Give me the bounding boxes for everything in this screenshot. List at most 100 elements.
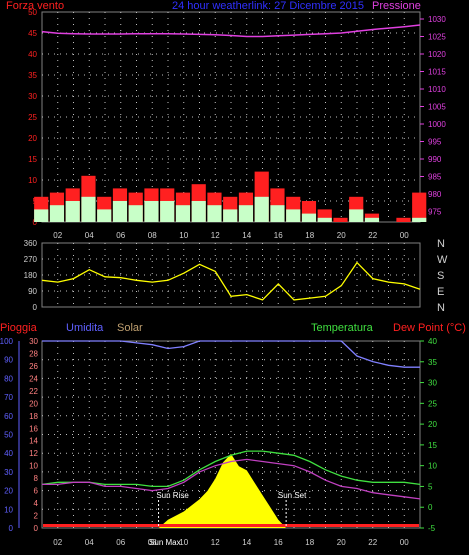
humidity-tick-label: 4 — [34, 499, 39, 508]
humidity-tick-label: 2 — [34, 512, 39, 521]
temperature-tick-label: 0 — [428, 503, 433, 512]
wind-x-tick-labels: 02 04 06 08 10 12 14 16 18 20 22 00 — [53, 231, 409, 240]
pressure-tick-label: 975 — [428, 208, 442, 217]
x-tick-label: 04 — [85, 538, 94, 547]
x-tick-label: 18 — [305, 231, 314, 240]
wind-speed-bar — [270, 205, 285, 222]
wind-panel-grid — [42, 12, 420, 222]
x-tick-label: 16 — [274, 231, 283, 240]
wind-speed-bar — [65, 201, 80, 222]
temperature-tick-label: 5 — [428, 482, 433, 491]
wind-speed-bar — [191, 201, 206, 222]
humidity-label: Umidita — [66, 322, 104, 334]
rain-bar — [43, 524, 419, 527]
humidity-tick-label: 10 — [29, 462, 38, 471]
temperature-panel: Pioggia Umidita Solar Temperatura Dew Po… — [0, 322, 466, 547]
x-tick-label: 14 — [242, 538, 251, 547]
rain-tick-label: 0 — [9, 524, 14, 533]
humidity-line — [42, 340, 420, 368]
temperature-tick-label: -5 — [428, 524, 436, 533]
rain-tick-label: 20 — [4, 487, 13, 496]
humidity-tick-label: 14 — [29, 437, 38, 446]
rain-tick-label: 90 — [4, 356, 13, 365]
pressure-tick-label: 1005 — [428, 103, 446, 112]
x-tick-label: 02 — [53, 231, 62, 240]
x-tick-label: 14 — [242, 231, 251, 240]
wind-direction-line — [41, 261, 421, 301]
wind-gust-bar — [333, 217, 348, 222]
temperature-tick-label: 25 — [428, 399, 437, 408]
wind-speed-bar — [160, 201, 175, 222]
pressure-axis-ticks: 975 980 985 990 995 1000 1005 1010 1015 1020 1025 1… — [420, 15, 446, 217]
x-tick-label: 06 — [116, 231, 125, 240]
wind-speed-bar — [349, 209, 364, 222]
temperature-x-tick-labels: 02 04 06 08 10 12 14 16 18 20 22 00 — [53, 538, 409, 547]
wind-speed-bar — [364, 217, 380, 222]
wind-speed-bar — [317, 217, 332, 222]
humidity-tick-label: 22 — [29, 387, 38, 396]
humidity-tick-label: 20 — [29, 399, 38, 408]
humidity-tick-label: 6 — [34, 487, 39, 496]
direction-tick-label: 360 — [24, 239, 38, 248]
wind-tick-label: 30 — [28, 92, 37, 101]
direction-tick-label: 270 — [24, 255, 38, 264]
humidity-tick-label: 16 — [29, 424, 38, 433]
x-tick-label: 22 — [368, 538, 377, 547]
x-tick-label: 08 — [148, 231, 157, 240]
humidity-tick-label: 12 — [29, 449, 38, 458]
x-tick-label: 12 — [211, 231, 220, 240]
wind-axis-ticks: 05101520253035404550 — [28, 8, 37, 227]
wind-tick-label: 20 — [28, 134, 37, 143]
pressure-tick-label: 1015 — [428, 68, 446, 77]
x-tick-label: 02 — [53, 538, 62, 547]
direction-axis-ticks: 0 90 180 270 360 — [24, 239, 38, 312]
humidity-tick-label: 30 — [29, 337, 38, 346]
x-tick-label: 06 — [116, 538, 125, 547]
rain-tick-label: 60 — [4, 412, 13, 421]
compass-label: N — [437, 238, 445, 250]
wind-speed-bar — [34, 209, 49, 222]
x-tick-label: 08 — [148, 538, 157, 547]
sun-max-label: Sun Max — [149, 538, 181, 547]
wind-pressure-panel: 05101520253035404550 9759809859909951000… — [28, 8, 446, 240]
pressure-tick-label: 1025 — [428, 33, 446, 42]
pressure-tick-label: 1020 — [428, 50, 446, 59]
sun-set-label: Sun Set — [278, 491, 307, 500]
humidity-tick-label: 0 — [34, 524, 39, 533]
temperature-axis-ticks: -5 0 5 10 15 20 25 30 35 40 — [420, 337, 437, 533]
temperature-tick-label: 10 — [428, 462, 437, 471]
wind-speed-bars — [34, 196, 427, 222]
humidity-tick-label: 24 — [29, 374, 38, 383]
wind-tick-label: 0 — [33, 218, 38, 227]
x-tick-label: 20 — [337, 538, 346, 547]
sun-rise-label: Sun Rise — [156, 491, 189, 500]
wind-speed-bar — [238, 205, 254, 222]
temperature-tick-label: 15 — [428, 441, 437, 450]
direction-tick-label: 0 — [33, 303, 38, 312]
wind-gust-bar — [412, 192, 427, 222]
pressure-tick-label: 995 — [428, 138, 442, 147]
x-tick-label: 12 — [211, 538, 220, 547]
wind-tick-label: 35 — [28, 71, 37, 80]
pressure-tick-label: 990 — [428, 155, 442, 164]
pressure-tick-label: 1000 — [428, 120, 446, 129]
wind-speed-bar — [112, 201, 128, 222]
rain-tick-label: 10 — [4, 505, 13, 514]
pressure-tick-label: 1010 — [428, 85, 446, 94]
pressure-tick-label: 980 — [428, 190, 442, 199]
humidity-tick-label: 26 — [29, 362, 38, 371]
x-tick-label: 22 — [368, 231, 377, 240]
x-tick-label: 10 — [179, 538, 188, 547]
temperature-tick-label: 40 — [428, 337, 437, 346]
rain-axis-ticks: 0 10 20 30 40 50 60 70 80 90 100 — [0, 337, 20, 533]
wind-tick-label: 40 — [28, 50, 37, 59]
compass-label: S — [437, 270, 444, 282]
rain-tick-label: 70 — [4, 393, 13, 402]
wind-speed-bar — [301, 213, 317, 222]
x-tick-label: 18 — [305, 538, 314, 547]
wind-speed-bar — [223, 209, 238, 222]
pressure-label: Pressione — [372, 0, 421, 12]
